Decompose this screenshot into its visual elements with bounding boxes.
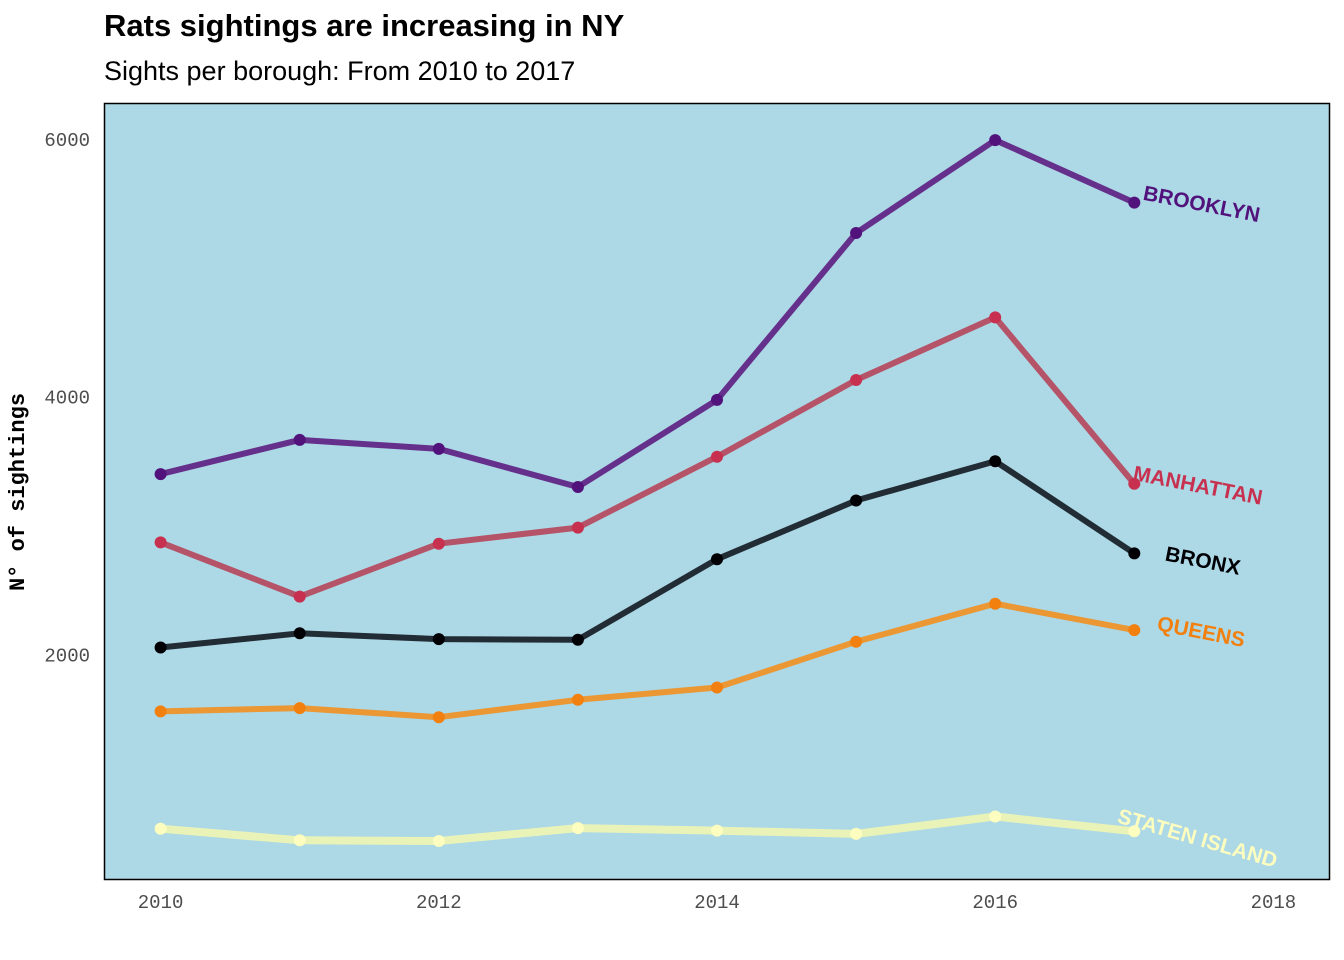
series-line-staten-island — [156, 812, 1139, 845]
data-point-bronx — [293, 627, 306, 640]
data-point-bronx — [1128, 547, 1141, 560]
data-point-queens — [850, 635, 863, 648]
data-point-staten-island — [711, 824, 723, 837]
data-point-manhattan — [293, 590, 306, 603]
plot-panel — [103, 102, 1331, 881]
x-tick-label: 2012 — [416, 892, 462, 914]
data-point-staten-island — [293, 834, 306, 847]
data-point-queens — [989, 597, 1002, 610]
data-point-brooklyn — [571, 481, 584, 493]
data-point-bronx — [571, 633, 584, 646]
data-point-queens — [571, 693, 584, 706]
series-layer — [154, 134, 1141, 847]
data-point-staten-island — [1128, 825, 1141, 838]
x-tick-label: 2018 — [1251, 892, 1297, 914]
data-point-manhattan — [1128, 477, 1141, 490]
data-point-staten-island — [850, 827, 863, 840]
data-point-manhattan — [432, 537, 445, 550]
data-point-manhattan — [571, 521, 584, 534]
data-point-brooklyn — [154, 468, 167, 481]
data-point-queens — [711, 681, 723, 694]
data-point-staten-island — [989, 810, 1002, 823]
data-point-staten-island — [571, 822, 584, 835]
data-point-brooklyn — [989, 134, 1002, 147]
data-point-bronx — [850, 494, 863, 507]
data-point-brooklyn — [1128, 196, 1141, 209]
data-point-brooklyn — [850, 227, 863, 239]
data-point-queens — [293, 702, 306, 715]
x-tick-label: 2014 — [694, 892, 740, 914]
data-point-staten-island — [432, 835, 445, 847]
data-point-queens — [1128, 624, 1141, 637]
y-tick-label: 6000 — [44, 130, 90, 152]
data-point-queens — [432, 711, 445, 724]
y-tick-label: 2000 — [44, 646, 90, 668]
data-point-manhattan — [989, 311, 1002, 324]
data-point-bronx — [432, 633, 445, 646]
y-tick-label: 4000 — [44, 388, 90, 410]
chart-subtitle: Sights per borough: From 2010 to 2017 — [104, 56, 576, 86]
data-point-queens — [154, 705, 167, 718]
data-point-manhattan — [154, 536, 167, 549]
data-point-brooklyn — [432, 442, 445, 455]
y-axis: 2000 4000 6000 — [44, 130, 90, 668]
x-axis: 2010 2012 2014 2016 2018 — [138, 892, 1296, 914]
chart-title: Rats sightings are increasing in NY — [104, 8, 625, 43]
data-point-brooklyn — [711, 393, 723, 406]
series-line-bronx — [157, 458, 1138, 651]
x-tick-label: 2010 — [138, 892, 184, 914]
data-point-bronx — [989, 455, 1002, 468]
series-line-queens — [157, 600, 1138, 721]
data-point-bronx — [154, 641, 167, 654]
data-point-brooklyn — [293, 433, 306, 446]
data-point-manhattan — [850, 374, 863, 386]
x-tick-label: 2016 — [972, 892, 1018, 914]
y-axis-title: N° of sightings — [6, 393, 31, 591]
data-point-manhattan — [711, 450, 723, 463]
series-line-manhattan — [157, 314, 1138, 600]
data-point-staten-island — [154, 822, 167, 835]
data-point-bronx — [711, 553, 723, 566]
series-line-brooklyn — [157, 137, 1138, 490]
